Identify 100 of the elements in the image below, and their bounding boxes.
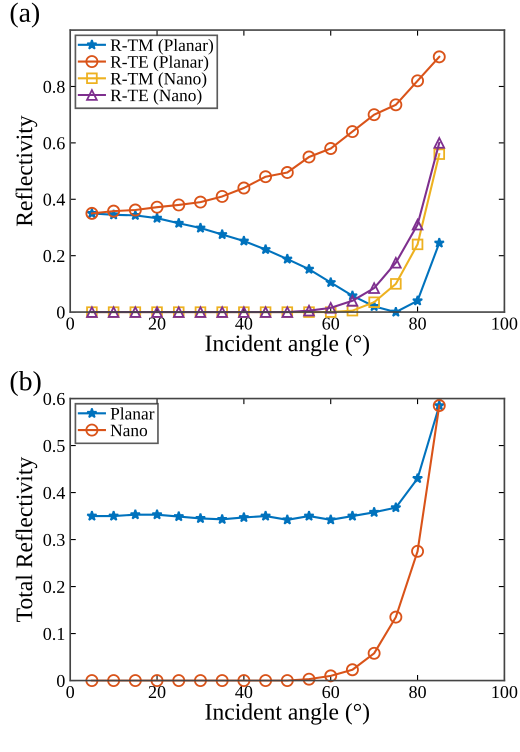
point [324,669,338,682]
point [194,674,207,688]
point [128,204,142,216]
y-tick-label: 0.2 [43,580,64,594]
y-axis-title: Reflectivity [15,115,38,226]
point [216,514,228,524]
point [259,170,272,184]
point [346,510,358,521]
point [280,166,294,179]
legend-label: Nano [110,424,148,436]
point [172,198,186,212]
point [325,276,336,288]
point [412,295,424,306]
point [107,674,120,688]
legend-label: Planar [110,407,154,420]
x-tick-label: 80 [409,317,426,330]
point [412,238,424,250]
y-axis-title: Total Reflectivity [15,456,38,622]
point [302,150,316,164]
point [303,510,315,521]
point [86,510,98,521]
point [280,674,294,688]
y-tick-label: 0.3 [43,534,65,546]
x-axis-title: Incident angle (°) [205,703,369,725]
x-tick-label: 80 [409,686,426,698]
x-tick-label: 20 [148,686,166,698]
y-tick-label: 0.4 [43,486,66,500]
legend-label: R-TM (Planar) [110,38,214,55]
point [194,196,207,209]
point [85,674,98,688]
point [108,510,120,521]
point [282,253,293,264]
point [303,263,315,274]
point [238,235,250,246]
point [324,302,336,314]
y-tick-label: 0.4 [43,194,66,206]
point [432,50,446,64]
point [282,514,293,525]
point [434,137,446,149]
point [324,306,336,318]
chart-title: (a) [10,2,40,28]
x-tick-label: 60 [322,686,340,698]
y-tick-label: 0.2 [43,250,64,262]
point [194,222,206,233]
point [368,506,380,518]
x-tick-label: 40 [235,686,252,698]
x-tick-label: 100 [492,686,518,698]
legend-label: R-TE (Planar) [110,56,208,72]
legend-label: R-TM (Nano) [110,72,206,88]
point [216,190,229,203]
y-tick-label: 0.8 [43,80,65,93]
point [434,148,446,160]
point [130,508,141,520]
legend-label: R-TE (Nano) [110,89,202,105]
point [368,108,381,122]
point [259,674,272,688]
point [346,663,359,676]
point [411,544,424,558]
chart-title: (b) [10,370,41,396]
point [173,510,184,522]
point [172,674,186,688]
point [107,204,120,218]
x-axis-title: Incident angle (°) [205,334,369,356]
x-tick-label: 40 [235,317,252,330]
point [260,510,272,521]
point [324,142,338,155]
point [434,237,445,248]
point [346,295,358,307]
point [390,502,402,512]
point [368,646,381,660]
point [390,256,402,268]
point [237,182,250,194]
point [389,610,402,624]
x-tick-label: 60 [322,317,340,330]
x-tick-label: 100 [492,317,518,330]
point [390,278,402,290]
point [128,674,142,688]
point [412,472,424,484]
x-tick-label: 0 [66,686,74,698]
point [152,212,163,224]
point [412,218,424,230]
point [325,514,336,525]
point [150,200,164,214]
y-tick-label: 0.1 [43,628,64,640]
point [152,508,163,520]
point [216,674,229,688]
point [194,512,206,524]
point [368,282,380,294]
y-tick-label: 0.6 [43,137,65,150]
y-tick-label: 0 [57,674,65,687]
point [216,228,228,240]
x-tick-label: 0 [66,317,74,330]
y-tick-label: 0.5 [43,440,65,452]
y-tick-label: 0.6 [43,392,65,406]
point [238,512,250,522]
point [411,74,424,88]
x-tick-label: 20 [148,317,166,330]
point [260,244,272,254]
point [389,98,402,112]
point [346,125,359,138]
